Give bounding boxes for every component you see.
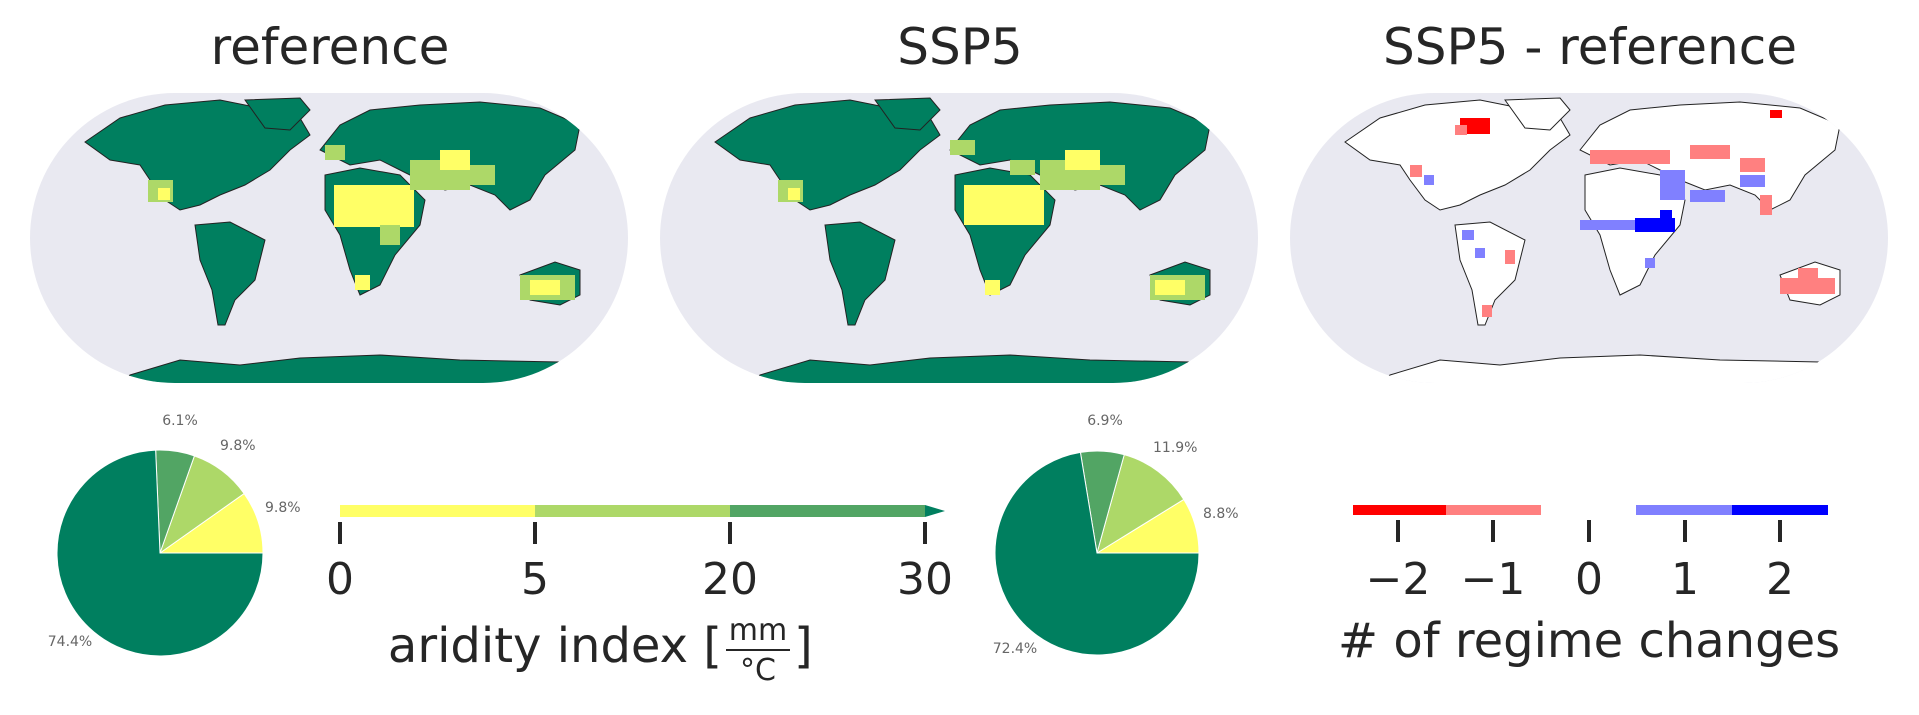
colorbar-label-aridity: aridity index [ mm °C ] (388, 613, 813, 688)
label-close: ] (794, 618, 813, 674)
greenland (244, 97, 311, 131)
colorbar-label-regime: # of regime changes (1338, 613, 1840, 669)
colorbar-segment-neg1 (1446, 505, 1541, 515)
tick-label: 20 (702, 554, 758, 605)
label-main: aridity index [ (388, 618, 722, 674)
map-ssp5 (660, 93, 1258, 383)
dry-regions (778, 140, 1205, 300)
map-reference (30, 93, 628, 383)
south-america (194, 221, 266, 326)
panel-title-difference: SSP5 - reference (1382, 18, 1797, 76)
pie-slice-label: 72.4% (993, 641, 1037, 657)
pie-chart-ssp5: 8.8% 11.9% 6.9% 72.4% (993, 413, 1239, 657)
pie-slice (1096, 454, 1185, 555)
colorbar-segment-0 (1541, 505, 1636, 515)
tick-label: 0 (326, 554, 354, 605)
north-america (714, 99, 941, 211)
tick-label: −2 (1366, 554, 1431, 605)
greenland (1504, 97, 1571, 131)
pie-slice (994, 451, 1200, 656)
pie-chart-reference: 9.8% 9.8% 6.1% 74.4% (48, 413, 301, 657)
pie-slice-label: 11.9% (1153, 440, 1197, 456)
dry-regions (148, 145, 575, 300)
tick-label: −1 (1461, 554, 1526, 605)
colorbar-segment-5-20 (535, 505, 730, 517)
pie-slice-label: 8.8% (1203, 506, 1239, 522)
pie-slice-label: 9.8% (220, 438, 256, 454)
greenland (874, 97, 941, 131)
colorbar-aridity: 0 5 20 30 aridity index [ mm °C ] (326, 505, 953, 688)
north-america (84, 99, 311, 211)
antarctica (1378, 354, 1862, 383)
tick-label: 30 (897, 554, 953, 605)
antarctica (748, 354, 1232, 383)
pie-slice (56, 449, 264, 657)
regime-change-cells (1410, 110, 1835, 317)
colorbar-segment-20-30 (730, 505, 925, 517)
south-america (824, 221, 896, 326)
tick-label: 5 (521, 554, 549, 605)
colorbar-segment-pos2 (1732, 505, 1828, 515)
tick-label: 1 (1671, 554, 1699, 605)
colorbar-segment-pos1 (1636, 505, 1732, 515)
panel-title-reference: reference (210, 18, 450, 76)
pie-slice-label: 9.8% (265, 500, 301, 516)
north-america (1344, 99, 1571, 211)
colorbar-segment-0-5 (340, 505, 535, 517)
colorbar-extend-arrow (925, 505, 945, 517)
pie-slice-label: 6.9% (1087, 413, 1123, 429)
colorbar-regime-changes: −2 −1 0 1 2 # of regime changes (1338, 505, 1840, 669)
pie-slice-label: 6.1% (162, 413, 198, 429)
panel-title-ssp5: SSP5 (897, 18, 1023, 76)
tick-label: 2 (1766, 554, 1794, 605)
tick-label: 0 (1575, 554, 1603, 605)
unit-denominator: °C (740, 653, 776, 688)
antarctica (118, 354, 602, 383)
map-difference (1290, 93, 1888, 383)
unit-numerator: mm (729, 613, 787, 648)
pie-slice-label: 74.4% (48, 634, 92, 650)
colorbar-segment-neg2 (1353, 505, 1446, 515)
